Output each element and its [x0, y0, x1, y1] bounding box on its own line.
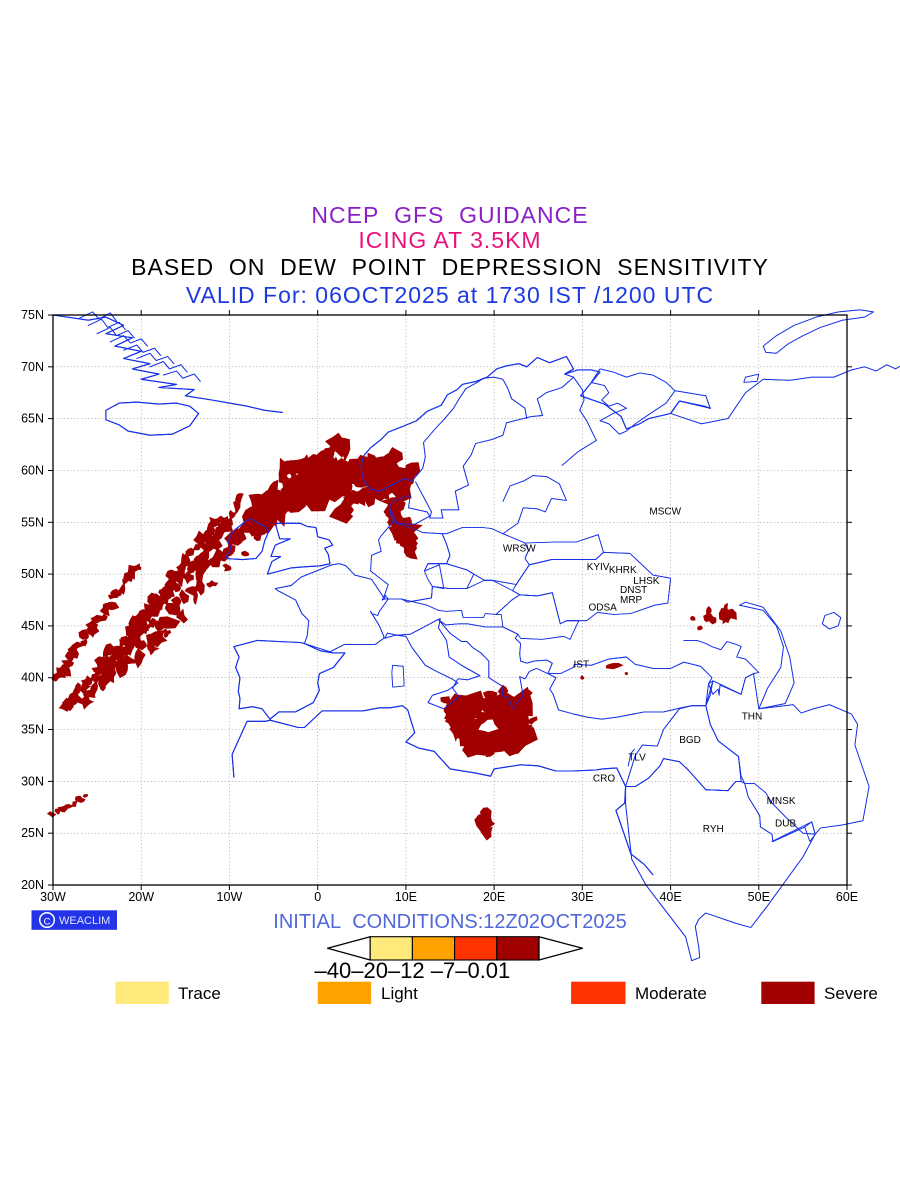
svg-text:Moderate: Moderate — [635, 984, 707, 1003]
svg-text:Trace: Trace — [178, 984, 221, 1003]
svg-text:Severe: Severe — [824, 984, 878, 1003]
svg-text:Light: Light — [381, 984, 418, 1003]
